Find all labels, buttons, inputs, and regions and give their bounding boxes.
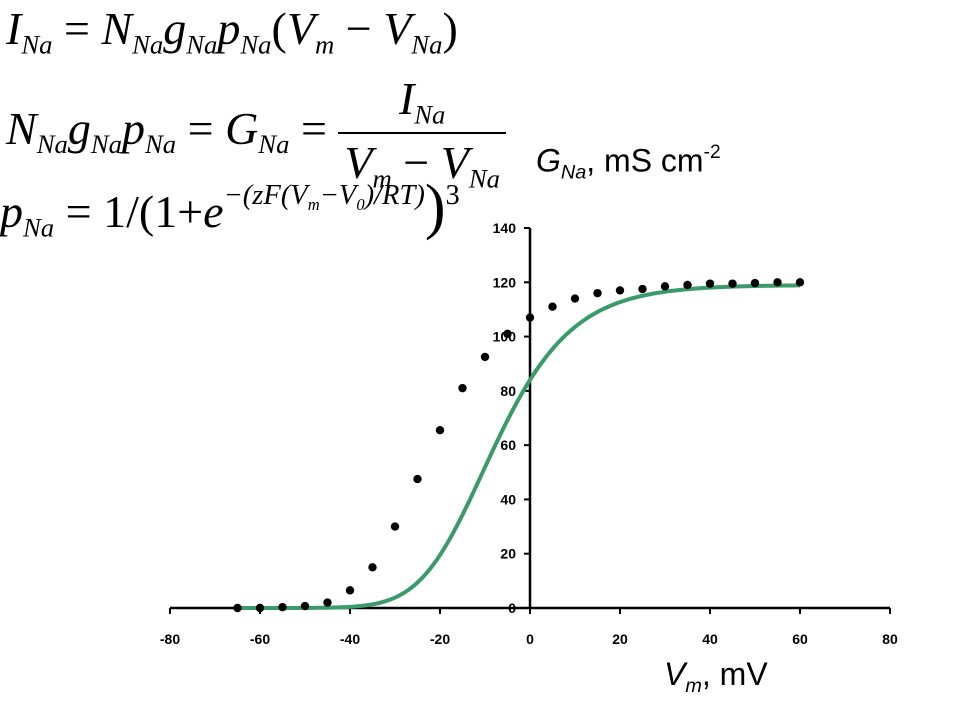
equation-open-probability: pNa = 1/(1+e−(zF(Vm−V0)/RT))3: [0, 173, 460, 243]
axes: -80-60-40-20020406080020406080100120140: [160, 220, 898, 647]
data-point: [458, 383, 467, 393]
data-point: [570, 294, 580, 303]
conductance-fraction: INa Vm − VNa: [338, 72, 506, 195]
fit-curve-layer: [237, 283, 801, 610]
y-tick-label: 120: [493, 274, 517, 290]
equation-current: INa = NNagNapNa(Vm − VNa): [6, 3, 458, 60]
data-point: [390, 522, 400, 531]
x-tick-label: 40: [702, 631, 718, 647]
x-tick-label: -20: [430, 631, 450, 647]
y-tick-label: 20: [500, 546, 516, 562]
data-point: [413, 474, 422, 484]
data-point: [750, 278, 760, 288]
x-tick-label: -60: [250, 631, 270, 647]
x-axis-title: Vm, mV: [664, 656, 768, 697]
data-point: [233, 603, 242, 613]
data-point: [728, 279, 737, 288]
data-point: [795, 278, 805, 287]
x-tick-label: -40: [340, 631, 360, 647]
x-tick-label: 20: [612, 631, 628, 647]
data-point: [300, 601, 310, 611]
y-axis-title: GNa, mS cm-2: [536, 142, 721, 184]
y-tick-label: 60: [500, 437, 516, 453]
x-tick-label: 0: [526, 631, 534, 647]
data-point: [548, 302, 557, 311]
data-point: [660, 282, 670, 291]
y-tick-label: 40: [500, 491, 516, 507]
data-point: [255, 603, 265, 613]
x-tick-label: 60: [792, 631, 808, 647]
data-point: [323, 598, 332, 607]
data-point: [593, 288, 602, 298]
y-tick-label: 0: [508, 600, 516, 616]
fit-curve: [237, 283, 801, 610]
data-point: [525, 313, 535, 322]
equation-conductance: NNagNapNa = GNa = INa Vm − VNa: [6, 72, 506, 195]
y-tick-label: 80: [500, 383, 516, 399]
data-points-layer: [233, 278, 805, 613]
data-point: [773, 278, 782, 287]
data-point: [638, 284, 647, 294]
data-point: [503, 329, 512, 339]
x-tick-label: -80: [160, 631, 180, 647]
data-point: [278, 602, 287, 612]
data-point: [480, 352, 490, 362]
data-point: [345, 586, 355, 595]
data-point: [435, 426, 445, 435]
y-tick-label: 140: [493, 220, 517, 236]
data-point: [615, 286, 625, 295]
x-tick-label: 80: [882, 631, 898, 647]
data-point: [368, 563, 377, 572]
data-point: [705, 279, 715, 288]
data-point: [683, 280, 692, 290]
